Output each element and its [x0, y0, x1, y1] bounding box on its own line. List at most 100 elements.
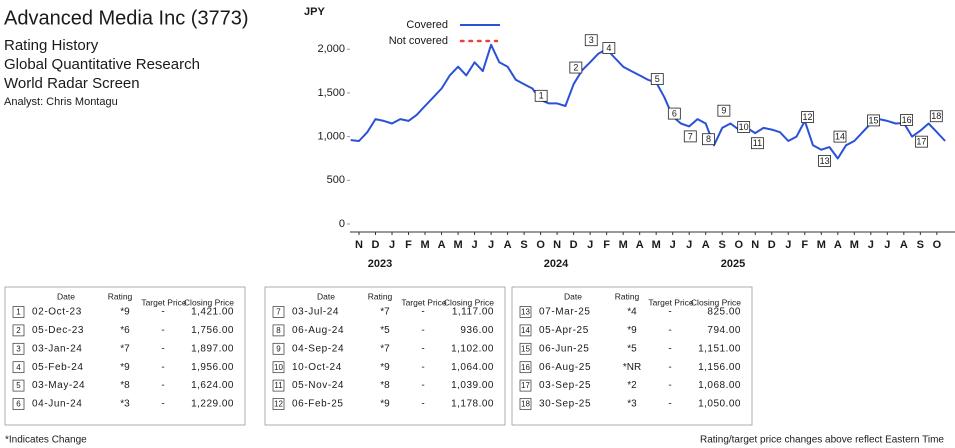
footnote: *Indicates Change: [5, 435, 87, 446]
row-number: 7: [276, 308, 281, 317]
footnote: Rating/target price changes above reflec…: [700, 435, 944, 446]
target-cell: -: [421, 362, 424, 373]
row-number-box: [519, 398, 532, 410]
year-label: 2024: [544, 258, 569, 270]
date-cell: 04-Jun-24: [32, 399, 82, 410]
rating-marker-label: 10: [739, 122, 749, 132]
column-header: Date: [57, 291, 75, 301]
column-header: Closing Price: [444, 297, 494, 307]
rating-marker-label: 18: [931, 111, 941, 121]
rating-marker-label: 3: [589, 35, 594, 45]
rating-cell: *5: [627, 343, 637, 354]
target-cell: -: [421, 380, 424, 391]
x-tick-label: J: [488, 239, 494, 251]
rating-marker: [569, 61, 583, 74]
row-number-box: [12, 306, 25, 318]
rating-marker: [683, 130, 697, 143]
close-cell: 1,156.00: [698, 362, 741, 373]
target-cell: -: [668, 380, 671, 391]
rating-cell: *9: [380, 362, 390, 373]
rating-marker: [915, 135, 928, 148]
x-tick-label: N: [553, 239, 561, 251]
rating-marker: [667, 107, 681, 120]
date-cell: 03-May-24: [32, 380, 85, 391]
x-tick-label: N: [355, 239, 363, 251]
x-tick-label: A: [504, 239, 512, 251]
row-number: 10: [274, 363, 283, 372]
rating-marker-label: 15: [869, 115, 879, 125]
column-header: Date: [317, 291, 335, 301]
x-tick-label: N: [751, 239, 759, 251]
price-line: [350, 43, 946, 160]
row-number-box: [12, 342, 25, 355]
target-cell: -: [421, 307, 424, 318]
rating-marker: [751, 137, 764, 150]
close-cell: 1,151.00: [698, 343, 741, 354]
x-tick-label: M: [453, 239, 462, 251]
close-cell: 1,117.00: [452, 307, 494, 318]
rating-cell: *8: [120, 380, 130, 391]
close-cell: 1,064.00: [451, 362, 494, 373]
row-number-box: [519, 379, 532, 392]
year-label: 2025: [721, 258, 745, 270]
y-tick-label: 2,000: [317, 43, 345, 55]
target-cell: -: [421, 343, 424, 354]
row-number: 17: [521, 381, 530, 390]
title: Advanced Media Inc (3773): [4, 7, 249, 29]
x-tick-label: J: [389, 239, 395, 251]
date-cell: 07-Mar-25: [539, 307, 591, 318]
x-tick-label: D: [768, 239, 776, 251]
date-cell: 04-Sep-24: [292, 343, 344, 354]
table-box: [4, 286, 246, 426]
rating-marker: [702, 133, 715, 146]
row-number: 16: [521, 363, 530, 372]
row-number-box: [12, 398, 25, 410]
table-box: [264, 286, 506, 426]
close-cell: 1,178.00: [451, 399, 494, 410]
row-number: 5: [16, 381, 21, 390]
close-cell: 1,050.00: [698, 399, 741, 410]
rating-marker: [602, 42, 616, 54]
date-cell: 05-Feb-24: [32, 362, 84, 373]
row-number: 4: [16, 363, 21, 372]
rating-marker-label: 5: [655, 74, 660, 84]
x-tick-label: S: [917, 239, 924, 251]
target-cell: -: [161, 307, 164, 318]
rating-cell: *5: [380, 325, 390, 336]
x-tick-label: J: [868, 239, 874, 251]
x-tick-label: O: [734, 239, 743, 251]
target-cell: -: [161, 325, 164, 336]
x-tick-label: M: [817, 239, 826, 251]
x-tick-label: J: [785, 239, 791, 251]
date-cell: 06-Jun-25: [539, 343, 589, 354]
close-cell: 1,229.00: [191, 399, 234, 410]
rating-marker: [867, 114, 880, 127]
rating-marker: [534, 89, 548, 102]
row-number-box: [272, 342, 285, 355]
x-tick-label: J: [884, 239, 890, 251]
rating-cell: *7: [380, 307, 390, 318]
row-number-box: [272, 398, 285, 410]
row-number-box: [519, 361, 532, 374]
legend-label: Covered: [406, 19, 448, 31]
close-cell: 794.00: [707, 325, 741, 336]
row-number: 9: [276, 344, 281, 353]
row-number-box: [519, 342, 532, 355]
row-number: 15: [521, 344, 530, 353]
rating-cell: *4: [627, 307, 637, 318]
table-box: [511, 286, 753, 426]
close-cell: 1,956.00: [191, 362, 234, 373]
rating-marker: [833, 130, 847, 143]
row-number: 14: [521, 326, 530, 335]
rating-cell: *7: [120, 343, 130, 354]
column-header: Closing Price: [184, 297, 234, 307]
rating-cell: *9: [120, 362, 130, 373]
x-tick-label: A: [438, 239, 446, 251]
rating-cell: *3: [120, 399, 130, 410]
date-cell: 10-Oct-24: [292, 362, 342, 373]
rating-cell: *9: [120, 307, 130, 318]
target-cell: -: [668, 325, 671, 336]
row-number-box: [272, 361, 285, 374]
rating-marker-label: 17: [916, 137, 926, 147]
